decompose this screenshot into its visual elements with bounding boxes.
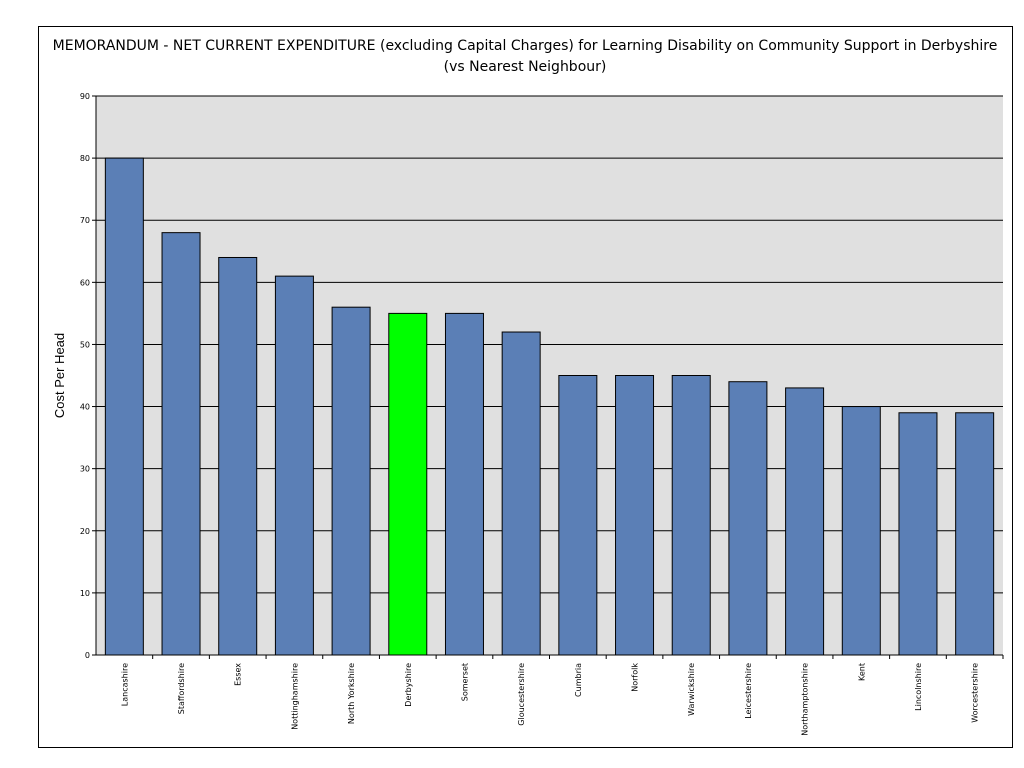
x-tick-label: Lincolnshire — [914, 663, 923, 711]
bar-lincolnshire — [898, 412, 938, 656]
x-tick-label: Nottinghamshire — [290, 663, 299, 730]
x-tick-label: Warwickshire — [687, 663, 696, 716]
y-tick-label: 0 — [85, 651, 90, 660]
x-tick-label: Worcestershire — [971, 663, 980, 723]
x-tick-label: Gloucestershire — [517, 663, 526, 726]
y-axis-label: Cost Per Head — [52, 333, 67, 418]
bar-north-yorkshire — [331, 306, 371, 656]
x-tick-label: Staffordshire — [177, 663, 186, 714]
bar-lancashire — [104, 157, 144, 656]
bar-nottinghamshire — [274, 275, 314, 656]
y-tick-labels: 0 10 20 30 40 50 60 70 80 90 — [80, 92, 90, 660]
y-tick-label: 10 — [80, 589, 90, 598]
y-tick-label: 60 — [80, 278, 90, 287]
x-tick-label: Norfolk — [631, 663, 640, 692]
bar-norfolk — [615, 375, 655, 656]
x-tick-label: Leicestershire — [744, 663, 753, 719]
bar-somerset — [444, 312, 484, 656]
bar-gloucestershire — [501, 331, 541, 656]
x-tick-label: Somerset — [460, 663, 469, 701]
y-tick-label: 50 — [80, 340, 90, 349]
bars — [104, 157, 995, 656]
y-tick-label: 70 — [80, 216, 90, 225]
bar-essex — [218, 256, 258, 656]
x-tick-labels: Lancashire Staffordshire Essex Nottinghamsh… — [120, 655, 1004, 736]
x-tick-label: Cumbria — [574, 663, 583, 697]
y-tick-label: 30 — [80, 465, 90, 474]
y-tick-label: 40 — [80, 403, 90, 412]
bar-staffordshire — [161, 232, 201, 656]
x-tick-label: Derbyshire — [404, 663, 413, 707]
chart-title: MEMORANDUM - NET CURRENT EXPENDITURE (ex… — [52, 38, 998, 75]
bar-warwickshire — [671, 375, 711, 656]
y-tick-label: 90 — [80, 92, 90, 101]
bar-leicestershire — [728, 381, 768, 656]
y-tick-label: 20 — [80, 527, 90, 536]
bar-worcestershire — [955, 412, 995, 656]
x-tick-label: Kent — [857, 663, 866, 681]
x-tick-label: Northamptonshire — [801, 663, 810, 736]
bar-kent — [841, 406, 881, 656]
bar-cumbria — [558, 375, 598, 656]
x-tick-label: Essex — [234, 663, 243, 686]
x-tick-label: Lancashire — [120, 663, 129, 706]
bar-derbyshire — [388, 312, 428, 656]
y-tick-label: 80 — [80, 154, 90, 163]
x-tick-label: North Yorkshire — [347, 663, 356, 724]
bar-northamptonshire — [785, 387, 825, 656]
